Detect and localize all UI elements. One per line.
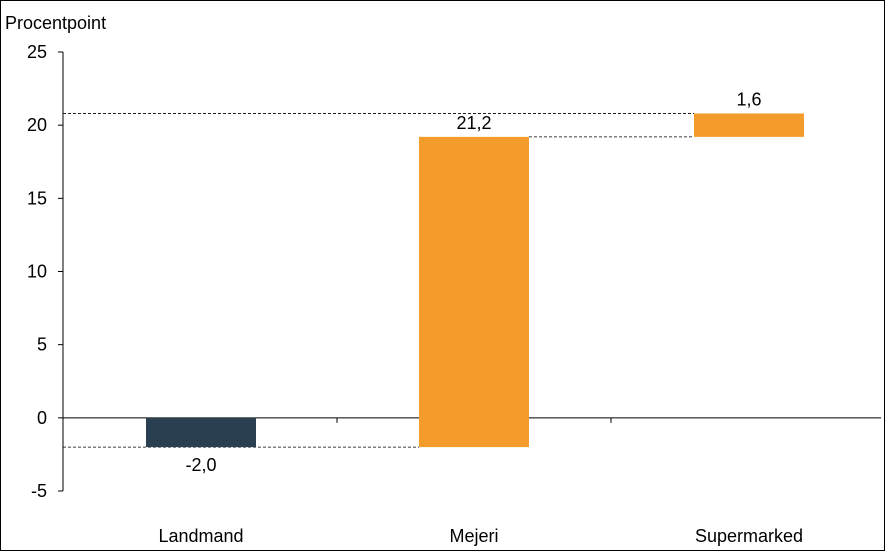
bars bbox=[146, 113, 804, 448]
y-tick-label: 20 bbox=[27, 115, 47, 135]
bar-supermarked bbox=[694, 113, 804, 137]
data-label: 1,6 bbox=[736, 89, 761, 109]
y-tick-label: 15 bbox=[27, 188, 47, 208]
y-tick-label: 5 bbox=[37, 335, 47, 355]
bar-mejeri bbox=[419, 136, 529, 448]
value-labels: -2,0 21,2 1,6 bbox=[185, 89, 761, 475]
x-tick-label: Mejeri bbox=[449, 526, 498, 546]
bar-landmand bbox=[146, 417, 256, 448]
y-tick-label: 10 bbox=[27, 262, 47, 282]
data-label: -2,0 bbox=[185, 455, 216, 475]
data-label: 21,2 bbox=[456, 113, 491, 133]
y-axis-label: Procentpoint bbox=[5, 13, 106, 33]
y-tick-label: 25 bbox=[27, 42, 47, 62]
x-tick-label: Supermarked bbox=[695, 526, 803, 546]
x-tick-label: Landmand bbox=[158, 526, 243, 546]
y-tick-label: 0 bbox=[37, 408, 47, 428]
y-tick-label: -5 bbox=[31, 481, 47, 501]
connector-lines bbox=[63, 113, 694, 448]
